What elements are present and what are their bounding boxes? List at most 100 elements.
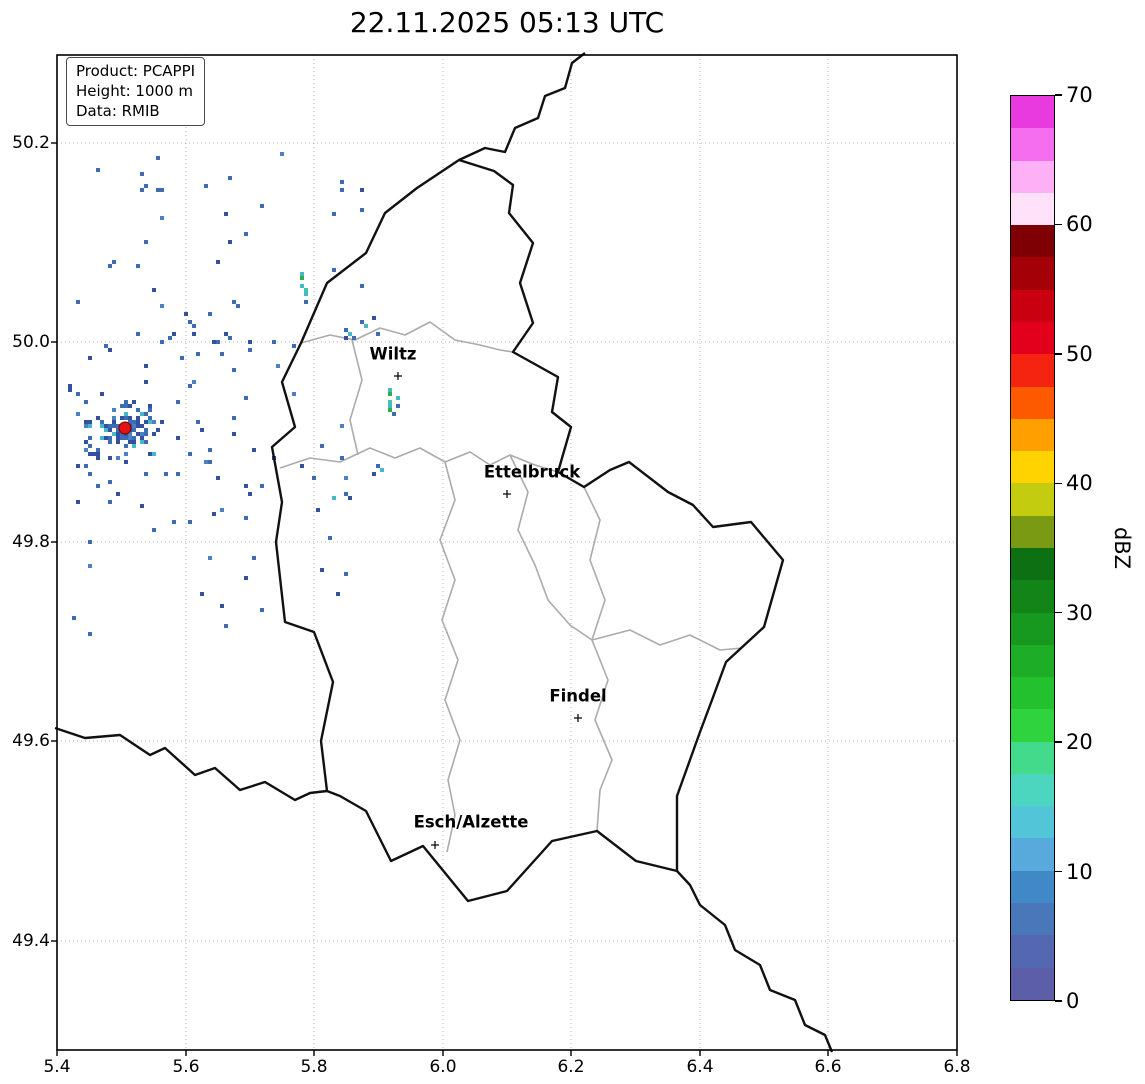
- echo-pixel: [352, 336, 356, 340]
- echo-pixel: [372, 472, 376, 476]
- echo-pixel: [88, 444, 92, 448]
- echo-pixel: [208, 312, 212, 316]
- echo-pixel: [140, 436, 144, 440]
- fr-de-border: [676, 870, 834, 1053]
- echo-pixel: [160, 420, 164, 424]
- echo-pixel: [224, 624, 228, 628]
- echo-pixel: [148, 452, 152, 456]
- echo-pixel: [84, 424, 88, 428]
- echo-pixel: [116, 428, 120, 432]
- echo-pixel: [76, 500, 80, 504]
- echo-pixel: [220, 352, 224, 356]
- echo-pixel: [136, 408, 140, 412]
- echo-pixel: [304, 288, 308, 292]
- echo-pixel: [304, 300, 308, 304]
- echo-pixel: [136, 420, 140, 424]
- echo-pixel: [144, 440, 148, 444]
- colorbar-segment: [1011, 289, 1054, 322]
- echo-pixel: [112, 420, 116, 424]
- echo-pixel: [84, 420, 88, 424]
- radar-site-dot: [118, 421, 132, 435]
- echo-pixel: [156, 188, 160, 192]
- echo-pixel: [132, 420, 136, 424]
- echo-pixel: [304, 292, 308, 296]
- district-border: [300, 321, 514, 353]
- x-tick-label: 5.4: [43, 1057, 71, 1077]
- echo-pixel: [88, 452, 92, 456]
- echo-pixel: [340, 424, 344, 428]
- echo-pixel: [144, 472, 148, 476]
- fr-be-border: [54, 726, 328, 802]
- echo-pixel: [116, 492, 120, 496]
- district-border: [509, 454, 593, 641]
- echo-pixel: [160, 216, 164, 220]
- echo-pixel: [380, 468, 384, 472]
- colorbar-segment: [1011, 806, 1054, 839]
- echo-pixel: [144, 432, 148, 436]
- echo-pixel: [124, 412, 128, 416]
- echo-pixel: [364, 324, 368, 328]
- echo-pixel: [344, 476, 348, 480]
- echo-pixel: [344, 328, 348, 332]
- city-label: Wiltz: [369, 344, 417, 364]
- x-tick-label: 6.8: [943, 1057, 971, 1077]
- colorbar-tick-label: 70: [1066, 83, 1093, 107]
- echo-pixel: [168, 336, 172, 340]
- echo-pixel: [388, 400, 392, 404]
- echo-pixel: [132, 444, 136, 448]
- echo-pixel: [116, 432, 120, 436]
- echo-pixel: [260, 608, 264, 612]
- echo-pixel: [172, 520, 176, 524]
- echo-pixel: [100, 424, 104, 428]
- echo-pixel: [360, 208, 364, 212]
- echo-pixel: [332, 212, 336, 216]
- echo-pixel: [96, 452, 100, 456]
- echo-pixel: [88, 356, 92, 360]
- echo-pixel: [108, 264, 112, 268]
- colorbar: [1010, 95, 1055, 1001]
- y-tick-label: 50.0: [12, 332, 50, 352]
- echo-pixel: [204, 184, 208, 188]
- colorbar-segment: [1011, 321, 1054, 355]
- echo-pixel: [124, 452, 128, 456]
- echo-pixel: [248, 340, 252, 344]
- colorbar-segment: [1011, 128, 1054, 161]
- echo-pixel: [232, 300, 236, 304]
- echo-pixel: [148, 416, 152, 420]
- echo-pixel: [88, 632, 92, 636]
- echo-pixel: [100, 436, 104, 440]
- echo-pixel: [84, 448, 88, 452]
- colorbar-segment: [1011, 903, 1054, 936]
- echo-pixel: [148, 404, 152, 408]
- colorbar-segment: [1011, 773, 1054, 807]
- echo-pixel: [88, 436, 92, 440]
- echo-pixel: [112, 408, 116, 412]
- colorbar-segment: [1011, 192, 1054, 226]
- echo-pixel: [116, 456, 120, 460]
- colorbar-tick-mark: [1055, 482, 1062, 485]
- echo-pixel: [120, 416, 124, 420]
- echo-pixel: [248, 492, 252, 496]
- echo-pixel: [88, 420, 92, 424]
- grid-layer: [51, 55, 958, 1056]
- echo-pixel: [112, 416, 116, 420]
- echo-pixel: [188, 452, 192, 456]
- echo-pixel: [216, 260, 220, 264]
- echo-pixel: [88, 472, 92, 476]
- y-tick-label: 49.8: [12, 532, 50, 552]
- district-border: [279, 447, 559, 473]
- echo-pixel: [88, 564, 92, 568]
- x-tick-label: 5.8: [300, 1057, 328, 1077]
- echo-pixel: [96, 416, 100, 420]
- colorbar-segment: [1011, 483, 1054, 516]
- figure-title: 22.11.2025 05:13 UTC: [349, 6, 665, 39]
- echo-pixel: [188, 384, 192, 388]
- colorbar-tick-mark: [1055, 741, 1062, 743]
- echo-pixel: [132, 440, 136, 444]
- colorbar-segment: [1011, 96, 1054, 129]
- echo-pixel: [152, 528, 156, 532]
- x-tick-label: 6.4: [686, 1057, 714, 1077]
- echo-pixel: [292, 392, 296, 396]
- be-de-border: [458, 52, 586, 162]
